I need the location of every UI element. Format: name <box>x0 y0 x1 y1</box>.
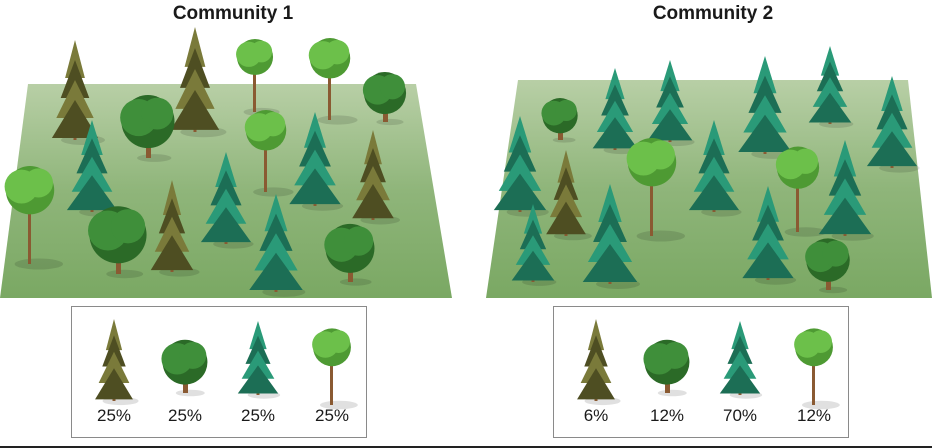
pine-tree <box>289 112 344 211</box>
pine-tree <box>719 321 763 399</box>
oak-tree <box>541 98 578 143</box>
oak-tree <box>324 223 375 286</box>
birch-tree <box>794 328 840 410</box>
spruce-tree <box>577 319 621 406</box>
pine-tree <box>249 194 306 297</box>
oak-tree <box>120 95 175 162</box>
pine-tree <box>818 140 874 241</box>
community-2-legend: 6% 12% 70% 12% <box>553 306 849 438</box>
community-1-title: Community 1 <box>172 3 294 24</box>
community-2-trees <box>493 46 920 294</box>
pine-tree <box>738 56 795 159</box>
pine-tree <box>200 152 254 249</box>
spruce-tree <box>51 40 105 145</box>
pine-tree <box>688 120 742 217</box>
oak-tree <box>805 238 850 294</box>
bottom-rule <box>0 446 932 448</box>
community-2-legend-icons <box>577 319 840 410</box>
pine-tree <box>808 46 854 128</box>
legend-1-oak-percent: 25% <box>167 406 203 425</box>
legend-2-spruce-percent: 6% <box>583 406 609 425</box>
oak-tree <box>88 206 147 279</box>
birch-tree <box>312 328 358 410</box>
spruce-tree <box>95 319 139 406</box>
birch-tree <box>626 137 685 242</box>
birch-tree <box>4 165 63 270</box>
community-1-legend: 25% 25% 25% 25% <box>71 306 367 438</box>
community-2-title: Community 2 <box>652 3 774 24</box>
pine-tree <box>742 186 797 285</box>
pine-tree <box>647 60 695 147</box>
birch-tree <box>308 38 358 125</box>
oak-tree <box>161 339 208 397</box>
oak-tree <box>643 339 690 397</box>
spruce-tree <box>150 180 200 277</box>
legend-2-pine-percent: 70% <box>722 406 758 425</box>
pine-tree <box>866 76 920 173</box>
oak-tree <box>362 71 407 126</box>
legend-2-oak-percent: 12% <box>649 406 685 425</box>
birch-tree <box>775 146 827 237</box>
community-1-trees <box>4 27 407 297</box>
pine-tree <box>582 184 640 289</box>
pine-tree <box>493 116 549 217</box>
forest-scenes <box>0 27 932 298</box>
spruce-tree <box>352 130 401 225</box>
legend-1-birch-percent: 25% <box>314 406 350 425</box>
legend-2-birch-percent: 12% <box>796 406 832 425</box>
legend-1-pine-percent: 25% <box>240 406 276 425</box>
pine-tree <box>237 321 281 399</box>
community-1-legend-icons <box>95 319 358 410</box>
legend-1-spruce-percent: 25% <box>96 406 132 425</box>
pine-tree <box>511 204 557 286</box>
birch-tree <box>244 110 294 197</box>
spruce-tree <box>546 150 592 241</box>
spruce-tree <box>170 27 227 138</box>
